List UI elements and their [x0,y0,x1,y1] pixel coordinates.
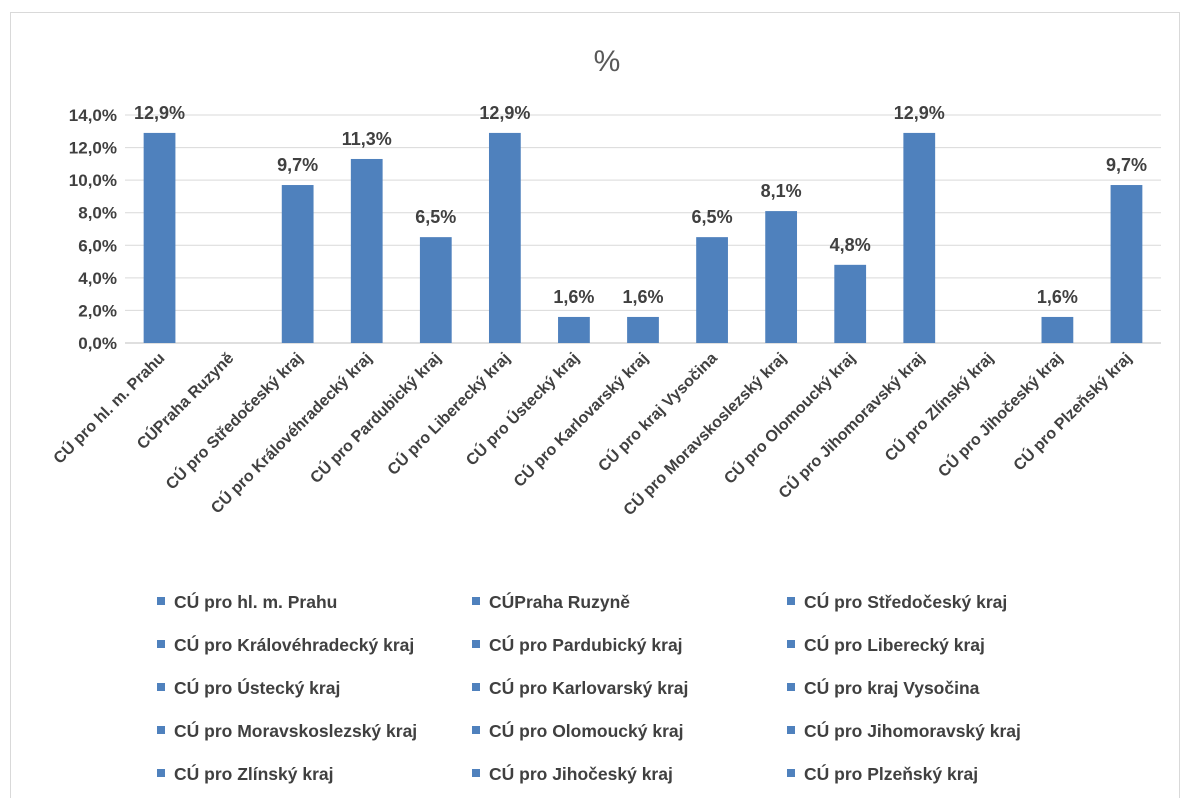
y-tick-label: 12,0% [69,139,117,158]
x-tick-label: CÚ pro Ústecký kraj [462,348,583,469]
chart-frame: % 0,0% 2,0% 4,0% 6,0% 8,0% 10,0% 12,0% 14,0% 12… [10,12,1180,798]
legend-label: CÚ pro Karlovarský kraj [489,678,689,698]
legend-label: CÚ pro Královéhradecký kraj [174,635,415,655]
legend-label: CÚ pro Pardubický kraj [489,635,683,655]
data-label: 11,3% [342,129,392,149]
x-tick-label: CÚ pro Pardubický kraj [306,348,445,487]
legend-label: CÚ pro Moravskoslezský kraj [174,721,418,741]
legend-label: CÚ pro Ústecký kraj [174,678,341,698]
legend-item: CÚ pro Pardubický kraj [472,634,683,656]
y-tick-label: 14,0% [69,106,117,125]
bar [1041,316,1074,343]
x-tick-label: CÚ pro Liberecký kraj [383,348,513,478]
y-tick-label: 8,0% [78,204,117,223]
y-tick-label: 4,0% [78,269,117,288]
legend-label: CÚ pro Liberecký kraj [804,635,985,655]
x-tick-label: CÚ pro Jihomoravský kraj [774,348,928,502]
bar [765,211,798,343]
legend-item: CÚ pro hl. m. Prahu [157,591,337,613]
x-tick-label: CÚ pro Olomoucký kraj [720,348,859,487]
legend-swatch [787,683,795,692]
bar [1110,185,1143,343]
bar [696,237,728,343]
chart-title: % [594,45,621,78]
legend-swatch [157,769,165,778]
legend-label: CÚ pro Středočeský kraj [804,592,1008,612]
legend-item: CÚ pro Ústecký kraj [157,677,340,699]
data-label: 6,5% [692,207,733,227]
legend-label: CÚ pro Plzeňský kraj [804,764,979,784]
legend-label: CÚ pro Jihomoravský kraj [804,721,1021,741]
legend-swatch [472,597,480,606]
legend-swatch [787,597,795,606]
x-tick-label: CÚ pro Plzeňský kraj [1009,348,1135,474]
data-label: 12,9% [479,103,530,123]
legend-swatch [472,683,480,692]
legend-item: CÚ pro Olomoucký kraj [472,720,684,742]
legend-item: CÚ pro Středočeský kraj [787,591,1007,613]
legend-label: CÚ pro Zlínský kraj [174,764,334,784]
legend-swatch [787,726,795,735]
legend-label: CÚ pro kraj Vysočina [804,678,980,698]
legend-swatch [787,640,795,649]
legend-item: CÚ pro Moravskoslezský kraj [157,720,417,742]
legend-swatch [157,597,165,606]
legend-label: CÚ pro Olomoucký kraj [489,721,684,741]
legend-item: CÚ pro kraj Vysočina [787,677,979,699]
legend-item: CÚ pro Karlovarský kraj [472,677,688,699]
y-tick-label: 10,0% [69,171,117,190]
legend-swatch [472,769,480,778]
bar [903,132,936,343]
data-label: 1,6% [622,287,663,307]
bar [558,316,590,343]
x-tick-label: CÚ pro hl. m. Prahu [49,348,168,467]
legend-label: CÚ pro Jihočeský kraj [489,764,673,784]
legend-swatch [157,726,165,735]
y-tick-label: 0,0% [78,334,117,353]
legend-swatch [157,683,165,692]
y-tick-label: 2,0% [78,301,117,320]
bar [281,185,314,343]
data-label: 9,7% [277,155,318,175]
bar [143,132,176,343]
data-label: 8,1% [761,181,802,201]
legend-item: CÚ pro Zlínský kraj [157,763,334,785]
data-label: 12,9% [134,103,185,123]
legend-item: CÚ pro Jihomoravský kraj [787,720,1021,742]
data-label: 1,6% [1037,287,1078,307]
data-label: 9,7% [1106,155,1147,175]
x-tick-label: CÚ pro Karlovarský kraj [509,348,651,490]
bar [350,158,383,343]
legend-swatch [787,769,795,778]
x-tick-label: CÚ pro Středočeský kraj [162,348,307,493]
data-label: 4,8% [830,235,871,255]
bars [143,132,1143,343]
legend-swatch [157,640,165,649]
legend-item: CÚ pro Jihočeský kraj [472,763,673,785]
legend-swatch [472,726,480,735]
legend-item: CÚPraha Ruzyně [472,591,630,613]
legend-swatch [472,640,480,649]
bar [627,316,659,343]
x-tick-label: CÚ pro kraj Vysočina [594,348,721,475]
bar [834,264,867,343]
legend-label: CÚPraha Ruzyně [489,592,631,612]
legend-item: CÚ pro Královéhradecký kraj [157,634,414,656]
bar [419,237,452,343]
data-labels: 12,9% 9,7% 11,3% 6,5% 12,9% 1,6% 1,6% 6,5% 8,1% 4… [134,103,1147,307]
legend-item: CÚ pro Liberecký kraj [787,634,985,656]
data-label: 12,9% [894,103,945,123]
y-tick-label: 6,0% [78,236,117,255]
bar-chart: % 0,0% 2,0% 4,0% 6,0% 8,0% 10,0% 12,0% 14,0% 12… [49,45,1161,519]
x-tick-label: CÚ pro Jihočeský kraj [934,348,1066,480]
y-axis: 0,0% 2,0% 4,0% 6,0% 8,0% 10,0% 12,0% 14,0% [69,106,117,353]
legend-item: CÚ pro Plzeňský kraj [787,763,978,785]
data-label: 1,6% [553,287,594,307]
data-label: 6,5% [415,207,456,227]
legend-label: CÚ pro hl. m. Prahu [174,592,338,612]
gridlines [125,114,1161,344]
bar [488,132,521,343]
